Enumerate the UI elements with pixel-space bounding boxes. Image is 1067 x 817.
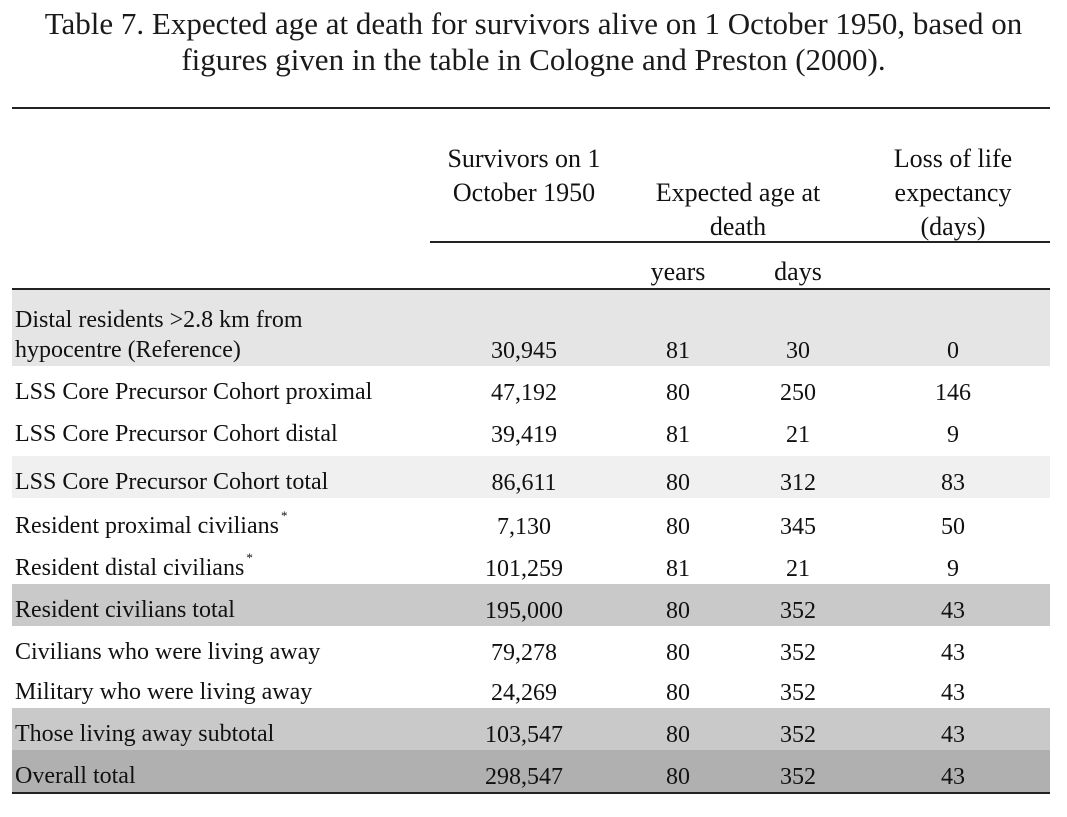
cell-survivors: 195,000	[485, 598, 563, 624]
cell-survivors: 79,278	[491, 640, 557, 666]
row-label-text: Resident proximal civilians	[15, 513, 279, 539]
caption-line-1: Table 7. Expected age at death for survi…	[44, 6, 1023, 41]
cell-survivors: 39,419	[491, 422, 557, 448]
header-survivors-line-2: October 1950	[452, 178, 596, 207]
cell-days: 21	[786, 422, 810, 448]
row-label-text: LSS Core Precursor Cohort total	[15, 469, 329, 495]
cell-loss: 9	[947, 422, 959, 448]
row-label-text: Civilians who were living away	[15, 639, 321, 665]
cell-years: 80	[666, 598, 690, 624]
subheader-years: years	[650, 257, 706, 286]
cell-loss: 50	[941, 514, 965, 540]
header-loss: Loss of life expectancy (days)	[858, 142, 1048, 244]
table-row: Resident distal civilians * 101,259 81 21 9	[12, 544, 1050, 584]
row-label: Distal residents >2.8 km from hypocentre …	[15, 305, 303, 365]
row-label-text: Military who were living away	[15, 679, 313, 705]
cell-survivors: 86,611	[491, 470, 557, 496]
cell-survivors: 103,547	[485, 722, 563, 748]
row-label: Resident civilians total	[15, 595, 235, 625]
cell-years: 80	[666, 514, 690, 540]
header-loss-line-1: Loss of life	[893, 144, 1013, 173]
row-label: Military who were living away	[15, 677, 312, 707]
table-row: LSS Core Precursor Cohort total 86,611 80 3…	[12, 456, 1050, 498]
table-row: LSS Core Precursor Cohort distal 39,419 81…	[12, 408, 1050, 450]
row-label-line: hypocentre (Reference)	[15, 337, 241, 363]
cell-years: 80	[666, 470, 690, 496]
cell-years: 80	[666, 722, 690, 748]
table-row: Military who were living away 24,269 80 352…	[12, 668, 1050, 708]
cell-loss: 43	[941, 722, 965, 748]
bottom-rule	[12, 792, 1050, 794]
cell-loss: 43	[941, 640, 965, 666]
subheader-days: days	[774, 257, 822, 286]
cell-days: 352	[780, 598, 816, 624]
header-expected-age: Expected age at death	[628, 176, 848, 244]
table-row: Distal residents >2.8 km from hypocentre …	[12, 290, 1050, 366]
cell-survivors: 24,269	[491, 680, 557, 706]
row-label-text: Resident civilians total	[15, 597, 235, 623]
header-expected-age-line-2: death	[709, 212, 767, 241]
cell-days: 352	[780, 764, 816, 790]
row-label: Overall total	[15, 761, 136, 791]
cell-years: 80	[666, 680, 690, 706]
cell-days: 250	[780, 380, 816, 406]
header-survivors-line-1: Survivors on 1	[447, 144, 601, 173]
header-loss-line-2: expectancy	[894, 178, 1012, 207]
table-row: Those living away subtotal 103,547 80 352 43	[12, 708, 1050, 750]
header-loss-line-3: (days)	[920, 212, 986, 241]
row-label-line: Distal residents >2.8 km from	[15, 307, 303, 333]
row-label: Resident distal civilians *	[15, 547, 253, 583]
cell-loss: 43	[941, 598, 965, 624]
row-label: Resident proximal civilians *	[15, 505, 287, 541]
row-label-text: Overall total	[15, 763, 136, 789]
cell-years: 80	[666, 764, 690, 790]
row-label-text: Resident distal civilians	[15, 555, 245, 581]
cell-days: 30	[786, 338, 810, 364]
table-row: LSS Core Precursor Cohort proximal 47,192…	[12, 366, 1050, 408]
cell-days: 345	[780, 514, 816, 540]
cell-survivors: 101,259	[485, 556, 563, 582]
caption-line-2: figures given in the table in Cologne an…	[181, 42, 886, 77]
table-row: Overall total 298,547 80 352 43	[12, 750, 1050, 792]
header-survivors: Survivors on 1 October 1950	[424, 142, 624, 210]
row-label: LSS Core Precursor Cohort total	[15, 467, 328, 497]
cell-days: 352	[780, 640, 816, 666]
table-row: Resident proximal civilians * 7,130 80 345 50	[12, 500, 1050, 542]
cell-survivors: 30,945	[491, 338, 557, 364]
top-rule	[12, 107, 1050, 109]
cell-days: 312	[780, 470, 816, 496]
subheader-rule	[12, 288, 1050, 290]
row-label-text: LSS Core Precursor Cohort proximal	[15, 379, 373, 405]
cell-days: 352	[780, 680, 816, 706]
cell-loss: 146	[935, 380, 971, 406]
cell-days: 352	[780, 722, 816, 748]
cell-loss: 9	[947, 556, 959, 582]
header-rule	[430, 241, 1050, 243]
cell-survivors: 7,130	[497, 514, 551, 540]
row-label: LSS Core Precursor Cohort proximal	[15, 377, 372, 407]
row-label-text: Those living away subtotal	[15, 721, 275, 747]
cell-survivors: 298,547	[485, 764, 563, 790]
cell-survivors: 47,192	[491, 380, 557, 406]
footnote-marker: *	[280, 508, 288, 523]
header-expected-age-line-1: Expected age at	[655, 178, 821, 207]
row-label: Civilians who were living away	[15, 637, 320, 667]
cell-years: 81	[666, 556, 690, 582]
cell-loss: 43	[941, 764, 965, 790]
cell-loss: 0	[947, 338, 959, 364]
row-label: Those living away subtotal	[15, 719, 274, 749]
cell-years: 81	[666, 338, 690, 364]
table-caption: Table 7. Expected age at death for survi…	[0, 6, 1067, 78]
cell-years: 81	[666, 422, 690, 448]
table-row: Civilians who were living away 79,278 80 35…	[12, 626, 1050, 668]
cell-loss: 43	[941, 680, 965, 706]
row-label-text: LSS Core Precursor Cohort distal	[15, 421, 338, 447]
cell-loss: 83	[941, 470, 965, 496]
cell-years: 80	[666, 640, 690, 666]
table-row: Resident civilians total 195,000 80 352 43	[12, 584, 1050, 626]
row-label: LSS Core Precursor Cohort distal	[15, 419, 338, 449]
footnote-marker: *	[246, 550, 253, 565]
cell-days: 21	[786, 556, 810, 582]
cell-years: 80	[666, 380, 690, 406]
